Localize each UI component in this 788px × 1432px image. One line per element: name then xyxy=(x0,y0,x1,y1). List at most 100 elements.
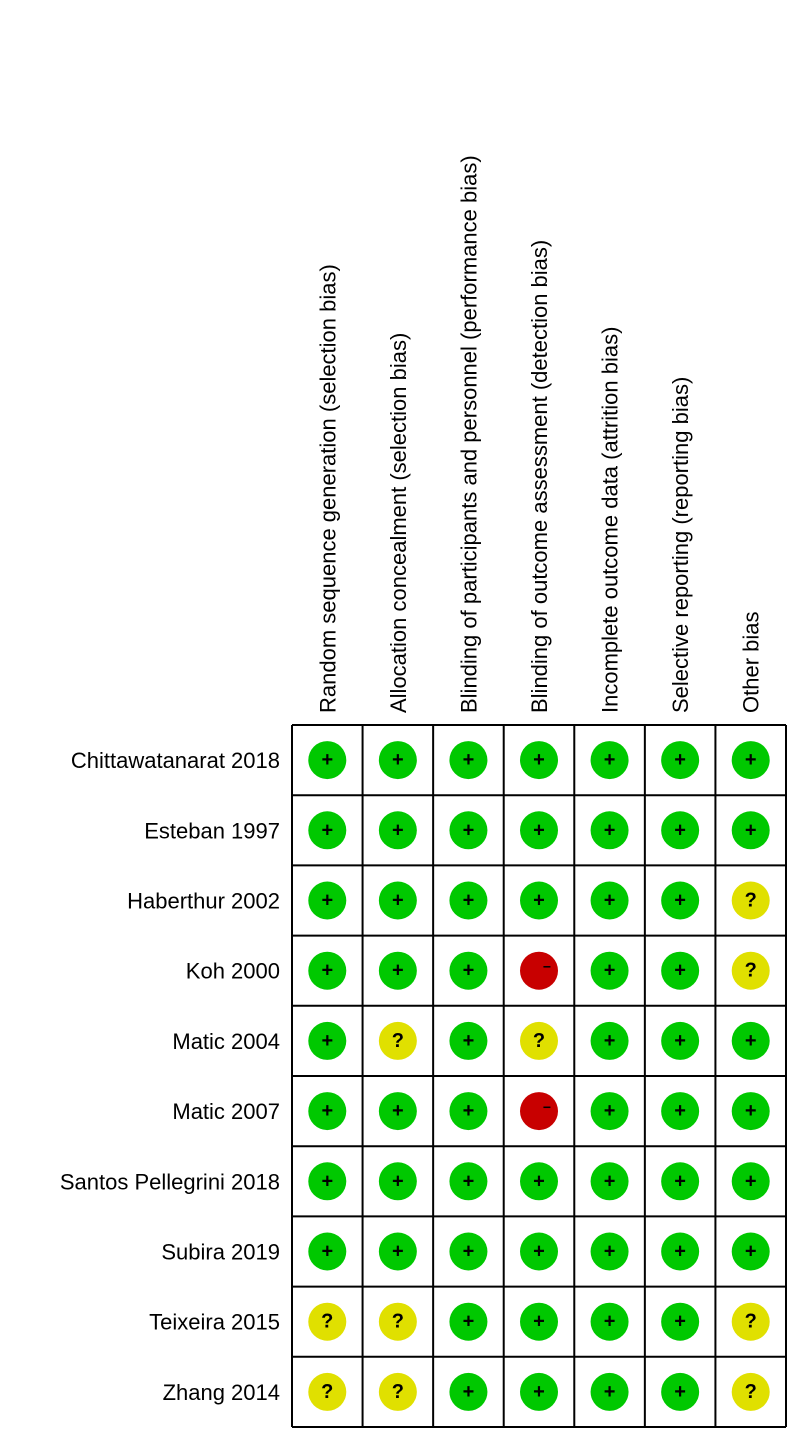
study-label: Santos Pellegrini 2018 xyxy=(60,1169,280,1194)
judgement-circle xyxy=(449,881,488,920)
judgement-circle xyxy=(308,1162,347,1201)
judgement-symbol: + xyxy=(674,1381,686,1403)
judgement-circle xyxy=(449,741,488,780)
judgement-circle xyxy=(731,1092,770,1131)
judgement-circle xyxy=(308,1021,347,1060)
judgement-circle xyxy=(731,741,770,780)
judgement-symbol: + xyxy=(392,819,404,841)
judgement-symbol: + xyxy=(604,890,616,912)
judgement-symbol: + xyxy=(321,1170,333,1192)
judgement-symbol: + xyxy=(604,960,616,982)
judgement-symbol: + xyxy=(604,1170,616,1192)
judgement-symbol: + xyxy=(604,1311,616,1333)
judgement-symbol: + xyxy=(745,1030,757,1052)
judgement-symbol: + xyxy=(533,890,545,912)
judgement-circle xyxy=(378,1302,417,1341)
judgement-circle xyxy=(378,1232,417,1271)
judgement-circle xyxy=(520,881,558,920)
judgement-circle xyxy=(449,1372,488,1411)
judgement-symbol: + xyxy=(463,749,475,771)
judgement-circle xyxy=(661,1162,700,1201)
judgement-symbol: ? xyxy=(392,1381,404,1403)
judgement-circle xyxy=(308,811,347,850)
study-label: Esteban 1997 xyxy=(144,818,280,843)
judgement-symbol: + xyxy=(674,1170,686,1192)
judgement-symbol: ? xyxy=(533,1030,545,1052)
judgement-circle xyxy=(520,1021,558,1060)
judgement-symbol: + xyxy=(463,890,475,912)
column-header: Blinding of participants and personnel (… xyxy=(456,155,481,713)
judgement-circle xyxy=(378,1021,417,1060)
judgement-symbol: + xyxy=(604,1030,616,1052)
column-header: Blinding of outcome assessment (detectio… xyxy=(527,240,552,713)
judgement-symbol: + xyxy=(392,890,404,912)
study-label: Matic 2004 xyxy=(172,1029,280,1054)
judgement-circle xyxy=(661,741,700,780)
judgement-symbol: + xyxy=(533,749,545,771)
judgement-symbol: ? xyxy=(392,1030,404,1052)
judgement-symbol: + xyxy=(321,1030,333,1052)
judgement-circle xyxy=(449,1232,488,1271)
judgement-circle xyxy=(590,1021,629,1060)
judgement-symbol: + xyxy=(321,1100,333,1122)
judgement-symbol: + xyxy=(533,1241,545,1263)
judgement-symbol: − xyxy=(543,1099,551,1115)
judgement-circle xyxy=(520,741,558,780)
judgement-symbol: + xyxy=(674,890,686,912)
judgement-circle xyxy=(378,811,417,850)
judgement-symbol: + xyxy=(745,1241,757,1263)
judgement-symbol: + xyxy=(533,1170,545,1192)
study-label: Teixeira 2015 xyxy=(149,1310,280,1335)
study-label: Chittawatanarat 2018 xyxy=(71,748,280,773)
judgement-circle xyxy=(308,741,347,780)
judgement-circle xyxy=(661,1092,700,1131)
judgement-symbol: ? xyxy=(321,1311,333,1333)
judgement-symbol: + xyxy=(463,1241,475,1263)
judgement-symbol: + xyxy=(463,1170,475,1192)
judgement-circle xyxy=(520,1372,558,1411)
judgement-symbol: ? xyxy=(392,1311,404,1333)
column-header: Other bias xyxy=(739,612,764,714)
judgement-circle xyxy=(520,1092,558,1131)
judgement-circle xyxy=(590,741,629,780)
judgement-symbol: + xyxy=(463,1311,475,1333)
judgement-symbol: + xyxy=(674,1311,686,1333)
judgement-circle xyxy=(590,951,629,990)
judgement-circle xyxy=(378,1162,417,1201)
judgement-symbol: + xyxy=(604,1100,616,1122)
judgement-circle xyxy=(308,1302,347,1341)
judgement-circle xyxy=(731,1232,770,1271)
column-header: Selective reporting (reporting bias) xyxy=(668,377,693,713)
judgement-symbol: + xyxy=(674,749,686,771)
judgement-symbol: + xyxy=(321,890,333,912)
judgement-symbol: ? xyxy=(745,1381,757,1403)
judgement-circle xyxy=(590,1372,629,1411)
study-label: Koh 2000 xyxy=(186,959,280,984)
judgement-symbol: + xyxy=(321,749,333,771)
judgement-circle xyxy=(661,1021,700,1060)
judgement-circle xyxy=(590,1232,629,1271)
judgement-symbol: + xyxy=(674,1241,686,1263)
judgement-circle xyxy=(308,1372,347,1411)
judgement-circle xyxy=(520,811,558,850)
study-label: Haberthur 2002 xyxy=(127,889,280,914)
judgement-circle xyxy=(378,951,417,990)
judgement-symbol: + xyxy=(604,749,616,771)
judgement-circle xyxy=(378,881,417,920)
judgement-symbol: − xyxy=(543,959,551,975)
judgement-circle xyxy=(449,811,488,850)
judgement-circle xyxy=(520,1162,558,1201)
judgement-circle xyxy=(731,881,770,920)
judgement-circle xyxy=(590,1302,629,1341)
judgement-symbol: ? xyxy=(321,1381,333,1403)
judgement-circle xyxy=(378,1372,417,1411)
judgement-circle xyxy=(731,1302,770,1341)
judgement-circle xyxy=(661,951,700,990)
judgement-symbol: + xyxy=(745,1170,757,1192)
judgement-symbol: + xyxy=(604,1241,616,1263)
judgement-symbol: + xyxy=(533,819,545,841)
judgement-circle xyxy=(308,1092,347,1131)
judgement-symbol: + xyxy=(321,960,333,982)
judgement-circle xyxy=(590,1162,629,1201)
